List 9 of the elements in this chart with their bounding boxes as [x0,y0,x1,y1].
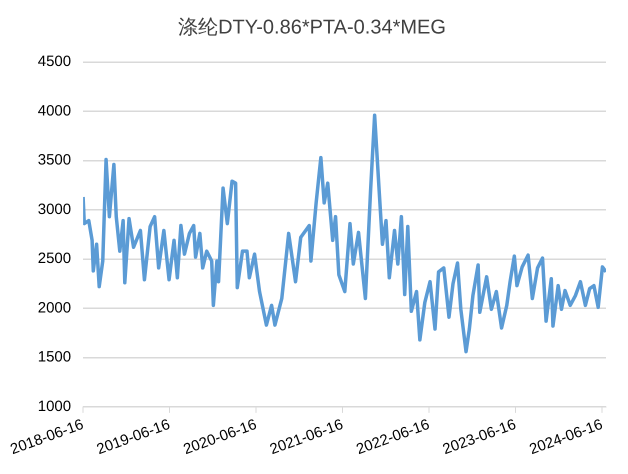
y-tick-label: 1000 [38,398,72,415]
y-tick-label: 4500 [38,53,72,70]
y-tick-label: 1500 [38,348,72,366]
y-tick-label: 2000 [38,299,72,316]
chart-title: 涤纶DTY-0.86*PTA-0.34*MEG [178,16,446,39]
y-tick-label: 3000 [38,200,72,218]
y-tick-label: 3500 [38,152,72,169]
y-tick-label: 2500 [38,250,72,268]
y-tick-label: 4000 [38,102,72,120]
